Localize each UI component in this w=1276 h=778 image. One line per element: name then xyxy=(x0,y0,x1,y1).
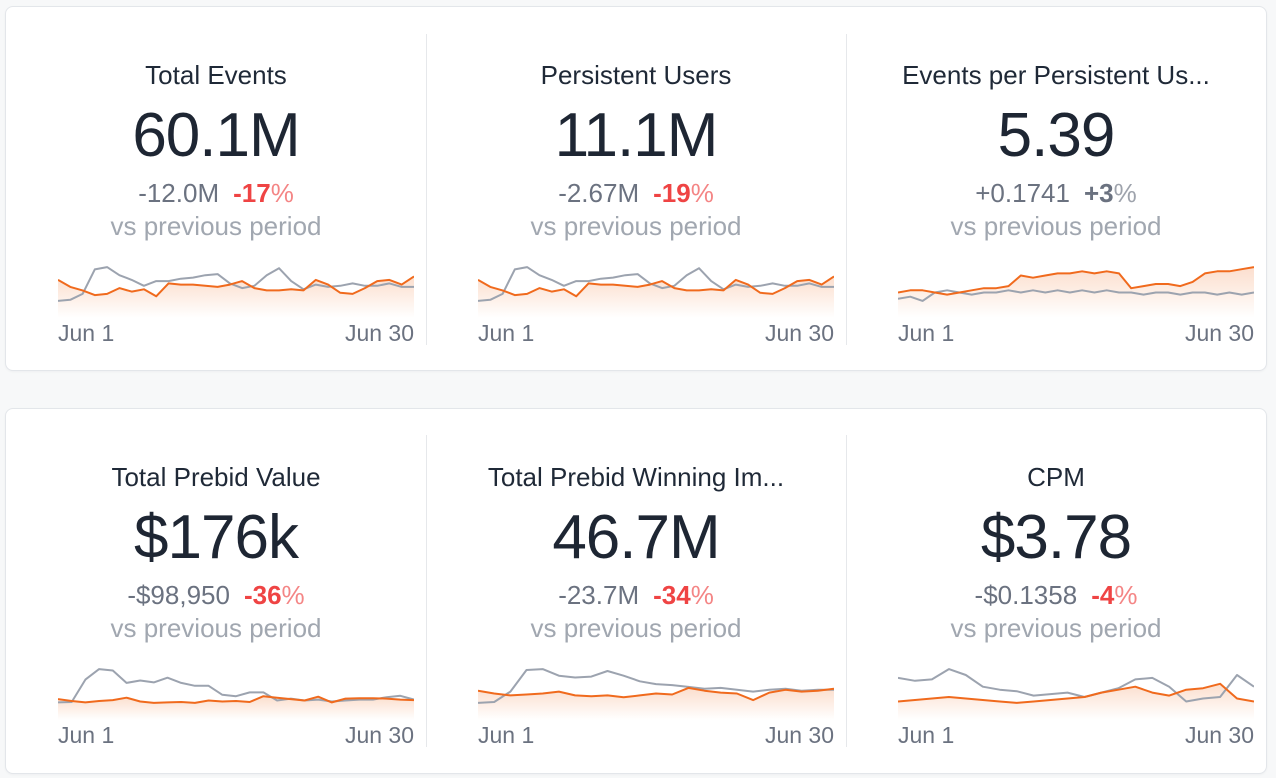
current-period-line xyxy=(478,275,834,298)
divider xyxy=(426,34,427,345)
delta-percent-value: -34 xyxy=(653,580,691,610)
metric-delta: -$0.1358 -4% xyxy=(866,579,1246,611)
delta-percent: -34% xyxy=(653,580,714,610)
current-period-area xyxy=(58,696,414,720)
x-axis-start-label: Jun 1 xyxy=(478,320,535,346)
metric-cpm[interactable]: CPM $3.78 -$0.1358 -4% vs previous period… xyxy=(866,422,1254,748)
divider xyxy=(846,34,847,345)
x-axis-end-label: Jun 30 xyxy=(344,722,414,748)
current-period-line xyxy=(898,266,1254,296)
delta-percent-value: -36 xyxy=(243,580,282,610)
metric-total-prebid-value[interactable]: Total Prebid Value $176k -$98,950 -36% vs… xyxy=(26,422,414,748)
metric-total-events[interactable]: Total Events 60.1M -12.0M -17% vs previou… xyxy=(26,20,414,346)
delta-percent-value: -19 xyxy=(653,178,691,208)
x-axis-end-label: Jun 30 xyxy=(764,320,834,346)
delta-absolute: -23.7M xyxy=(558,580,640,610)
current-period-line xyxy=(58,695,414,704)
sparkline-chart xyxy=(898,668,1254,720)
sparkline-chart xyxy=(58,668,414,720)
comparison-label: vs previous period xyxy=(530,211,742,241)
delta-percent-value: -17 xyxy=(233,178,271,208)
x-axis-end-label: Jun 30 xyxy=(344,320,414,346)
previous-period-line xyxy=(58,668,414,704)
sparkline-chart xyxy=(478,668,834,720)
x-axis-end-label: Jun 30 xyxy=(764,722,834,748)
current-period-area xyxy=(478,687,834,720)
metric-value: 46.7M xyxy=(552,503,720,572)
delta-absolute: +0.1741 xyxy=(975,178,1070,208)
x-axis-end-label: Jun 30 xyxy=(1184,320,1254,346)
metric-title: Total Prebid Value xyxy=(111,462,321,492)
delta-percent: -36% xyxy=(244,580,305,610)
comparison-label: vs previous period xyxy=(110,613,322,643)
delta-percent: -17% xyxy=(233,178,294,208)
metric-delta: -12.0M -17% xyxy=(26,177,406,209)
percent-sign: % xyxy=(1114,580,1138,610)
metric-delta: +0.1741 +3% xyxy=(866,177,1246,209)
current-period-area xyxy=(898,267,1254,318)
current-period-line xyxy=(898,682,1254,704)
delta-percent-value: -4 xyxy=(1091,580,1115,610)
metric-value: 60.1M xyxy=(132,101,300,170)
current-period-line xyxy=(58,275,414,298)
percent-sign: % xyxy=(690,580,714,610)
metric-title: CPM xyxy=(1027,462,1085,492)
x-axis-start-label: Jun 1 xyxy=(58,320,115,346)
metric-delta: -2.67M -19% xyxy=(446,177,826,209)
x-axis-end-label: Jun 30 xyxy=(1184,722,1254,748)
metric-delta: -$98,950 -36% xyxy=(26,579,406,611)
metric-events-per-persistent-user[interactable]: Events per Persistent Us... 5.39 +0.1741… xyxy=(866,20,1254,346)
divider xyxy=(426,435,427,747)
percent-sign: % xyxy=(281,580,305,610)
previous-period-line xyxy=(478,668,834,704)
delta-absolute: -$0.1358 xyxy=(974,580,1078,610)
metric-delta: -23.7M -34% xyxy=(446,579,826,611)
comparison-label: vs previous period xyxy=(950,613,1162,643)
percent-sign: % xyxy=(1113,178,1137,208)
x-axis-start-label: Jun 1 xyxy=(478,722,535,748)
x-axis-start-label: Jun 1 xyxy=(898,722,955,748)
current-period-area xyxy=(898,683,1254,720)
delta-percent: +3% xyxy=(1084,178,1137,208)
metric-value: $176k xyxy=(134,503,299,572)
metric-value: $3.78 xyxy=(980,503,1132,572)
delta-percent: -19% xyxy=(653,178,714,208)
sparkline-chart xyxy=(478,266,834,318)
percent-sign: % xyxy=(270,178,294,208)
delta-absolute: -$98,950 xyxy=(127,580,230,610)
metric-value: 5.39 xyxy=(997,101,1116,170)
metric-title: Total Events xyxy=(145,60,287,90)
delta-percent: -4% xyxy=(1091,580,1137,610)
metric-title: Events per Persistent Us... xyxy=(902,60,1210,90)
delta-percent-value: +3 xyxy=(1083,178,1114,208)
previous-period-line xyxy=(898,668,1254,703)
current-period-line xyxy=(478,686,834,702)
sparkline-chart xyxy=(58,266,414,318)
x-axis-start-label: Jun 1 xyxy=(58,722,115,748)
comparison-label: vs previous period xyxy=(110,211,322,241)
metric-title: Persistent Users xyxy=(540,60,732,90)
comparison-label: vs previous period xyxy=(950,211,1162,241)
metric-value: 11.1M xyxy=(554,101,719,170)
previous-period-line xyxy=(58,266,414,302)
delta-absolute: -2.67M xyxy=(558,178,640,208)
divider xyxy=(846,435,847,747)
percent-sign: % xyxy=(690,178,714,208)
sparkline-chart xyxy=(898,266,1254,318)
comparison-label: vs previous period xyxy=(530,613,742,643)
metric-persistent-users[interactable]: Persistent Users 11.1M -2.67M -19% vs pre… xyxy=(446,20,834,346)
metric-total-prebid-winning-impressions[interactable]: Total Prebid Winning Im... 46.7M -23.7M -… xyxy=(446,422,834,748)
previous-period-line xyxy=(478,266,834,302)
delta-absolute: -12.0M xyxy=(138,178,220,208)
metric-title: Total Prebid Winning Im... xyxy=(487,462,785,492)
x-axis-start-label: Jun 1 xyxy=(898,320,955,346)
